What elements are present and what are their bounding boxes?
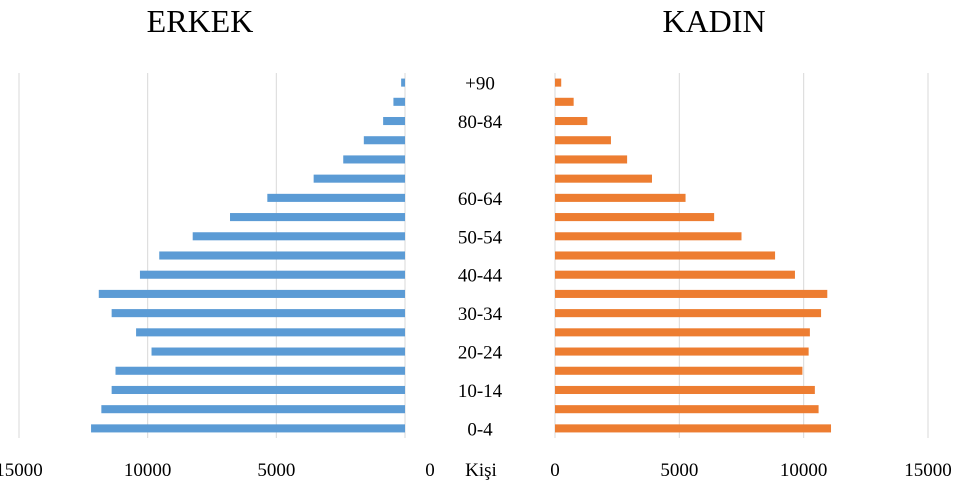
male-bar-30-34 [111,309,405,318]
age-label: +90 [465,74,495,95]
female-bar-0-4 [555,424,832,433]
female-bar-35-39 [555,289,828,298]
male-x-tick: 5000 [257,460,295,481]
male-bar-45-49 [159,251,405,260]
male-bar-15-19 [115,366,405,375]
age-label: 30-34 [458,304,503,325]
male-x-tick: 10000 [124,460,172,481]
female-bar-40-44 [555,270,795,279]
female-bar-+90 [555,78,562,87]
age-label: 20-24 [458,343,503,364]
age-label: 80-84 [458,112,503,133]
male-bar-55-59 [230,213,405,222]
female-bar-10-14 [555,385,815,395]
age-label: 50-54 [458,227,503,248]
female-x-tick: 15000 [904,460,952,481]
age-label: 10-14 [458,381,503,402]
male-bar-+90 [401,78,405,87]
male-bar-65-69 [313,174,405,183]
age-label: 60-64 [458,189,503,210]
male-x-tick-labels: 15000 10000 5000 0 [0,460,435,481]
male-bar-70-74 [343,155,405,164]
female-bar-25-29 [555,328,810,337]
age-label: 0-4 [467,419,493,440]
female-bar-85-89 [555,97,574,106]
age-group-labels: 0-4 10-14 20-24 30-34 40-44 50-54 60-64 80-84 +9… [458,74,503,441]
male-title: ERKEK [147,3,254,39]
female-bar-55-59 [555,213,715,222]
female-bar-5-9 [555,405,819,414]
male-bar-20-24 [151,347,405,356]
male-x-tick: 0 [425,460,435,481]
female-x-tick: 5000 [660,460,698,481]
male-bar-5-9 [101,405,405,414]
male-bar-85-89 [393,97,405,106]
bars [91,78,832,433]
male-bar-0-4 [91,424,405,433]
female-bar-80-84 [555,116,588,126]
female-bar-65-69 [555,174,652,183]
male-bar-75-79 [363,136,405,145]
male-x-tick: 15000 [0,460,43,481]
male-bar-50-54 [192,232,405,241]
female-bar-30-34 [555,309,822,318]
female-bar-15-19 [555,366,803,375]
male-bar-25-29 [136,328,405,337]
center-axis-label: Kişi [465,460,497,481]
female-bar-45-49 [555,251,776,260]
female-x-tick-labels: 0 5000 10000 15000 [550,460,952,481]
female-bar-70-74 [555,155,628,164]
male-bar-40-44 [139,270,406,279]
female-bar-20-24 [555,347,809,356]
male-bar-80-84 [383,116,405,126]
male-bar-35-39 [98,289,406,298]
female-title: KADIN [662,3,765,39]
female-bar-50-54 [555,232,742,241]
female-x-tick: 0 [550,460,560,481]
female-x-tick: 10000 [780,460,828,481]
male-bar-60-64 [267,193,405,202]
male-bar-10-14 [111,385,405,395]
female-bar-60-64 [555,193,686,202]
age-label: 40-44 [458,266,503,287]
female-bar-75-79 [555,136,611,145]
